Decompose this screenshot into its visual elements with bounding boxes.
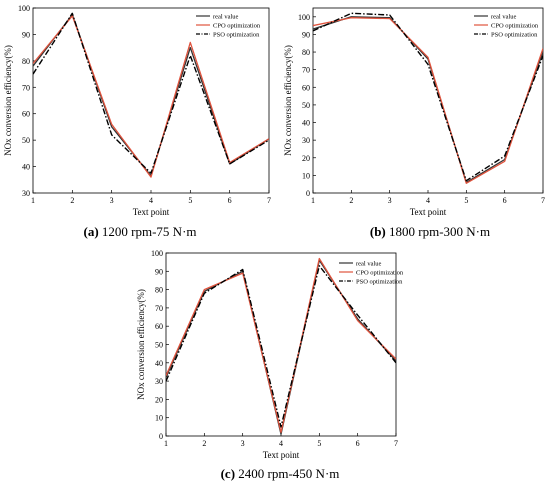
y-tick-label: 50 xyxy=(22,136,30,145)
panel-caption: (b) 1800 rpm-300 N·m xyxy=(370,224,490,239)
x-tick-label: 3 xyxy=(241,439,245,448)
x-tick-label: 1 xyxy=(164,439,168,448)
y-axis-label: NOx conversion efficiency(%) xyxy=(283,45,293,156)
x-tick-label: 3 xyxy=(388,196,392,205)
y-tick-label: 90 xyxy=(22,30,30,39)
y-tick-label: 50 xyxy=(302,101,310,110)
x-tick-label: 4 xyxy=(279,439,283,448)
y-tick-label: 60 xyxy=(155,322,163,331)
y-tick-label: 90 xyxy=(302,30,310,39)
y-tick-label: 70 xyxy=(155,304,163,313)
series-line-3 xyxy=(166,265,396,428)
y-tick-label: 40 xyxy=(22,163,30,172)
x-axis-label: Text point xyxy=(133,207,170,217)
y-tick-label: 80 xyxy=(155,286,163,295)
legend-label-1: real value xyxy=(356,261,382,268)
y-tick-label: 30 xyxy=(155,377,163,386)
series-line-3 xyxy=(313,12,543,182)
x-tick-label: 2 xyxy=(349,196,353,205)
y-tick-label: 100 xyxy=(298,13,310,22)
x-tick-label: 1 xyxy=(311,196,315,205)
y-tick-label: 0 xyxy=(306,189,310,198)
x-tick-label: 5 xyxy=(188,196,192,205)
y-tick-label: 20 xyxy=(302,154,310,163)
x-axis-label: Text point xyxy=(263,450,300,460)
y-tick-label: 90 xyxy=(155,267,163,276)
x-tick-label: 6 xyxy=(356,439,360,448)
series-line-3 xyxy=(33,12,269,174)
panel-caption: (a) 1200 rpm-75 N·m xyxy=(83,224,196,239)
y-tick-label: 100 xyxy=(18,4,30,13)
x-tick-label: 6 xyxy=(503,196,507,205)
x-axis-label: Text point xyxy=(410,207,447,217)
y-tick-label: 10 xyxy=(155,414,163,423)
caption-letter: (a) xyxy=(83,224,98,239)
chart-panel-1: 30 40 50 60 70 80 90 100 1 2 3 4 5 6 7 Text point NOx co… xyxy=(3,4,271,239)
y-axis-label: NOx conversion efficiency(%) xyxy=(136,289,146,400)
chart-panel-2: 0 10 20 30 40 50 60 70 80 90 100 1 2 3 4 5 6 7 Text point N… xyxy=(283,7,545,239)
series-line-2 xyxy=(313,17,543,184)
y-tick-label: 70 xyxy=(302,66,310,75)
series-line-1 xyxy=(33,13,269,177)
legend-label-1: real value xyxy=(491,14,517,21)
caption-text: 1200 rpm-75 N·m xyxy=(99,224,197,239)
y-tick-label: 30 xyxy=(22,189,30,198)
y-tick-label: 0 xyxy=(159,432,163,441)
x-tick-label: 2 xyxy=(202,439,206,448)
y-tick-label: 80 xyxy=(22,57,30,66)
caption-letter: (c) xyxy=(221,466,235,481)
legend-label-2: CPO optimization xyxy=(491,23,539,30)
x-tick-label: 7 xyxy=(267,196,271,205)
y-tick-label: 10 xyxy=(302,171,310,180)
y-tick-label: 40 xyxy=(302,119,310,128)
x-tick-label: 2 xyxy=(70,196,74,205)
caption-text: 2400 rpm-450 N·m xyxy=(235,466,339,481)
x-tick-label: 7 xyxy=(394,439,398,448)
legend-label-2: CPO optimization xyxy=(213,23,261,30)
y-tick-label: 30 xyxy=(302,136,310,145)
x-tick-label: 4 xyxy=(426,196,430,205)
y-tick-label: 80 xyxy=(302,48,310,57)
panel-caption: (c) 2400 rpm-450 N·m xyxy=(221,466,340,481)
y-tick-label: 60 xyxy=(22,110,30,119)
y-tick-label: 100 xyxy=(151,249,163,258)
x-tick-label: 4 xyxy=(149,196,153,205)
chart-panel-3: 0 10 20 30 40 50 60 70 80 90 100 1 2 3 4 5 6 7 Text point N… xyxy=(136,249,404,481)
y-axis-label: NOx conversion efficiency(%) xyxy=(3,45,13,156)
y-tick-label: 40 xyxy=(155,359,163,368)
legend-label-2: CPO optimization xyxy=(356,270,404,277)
legend-label-3: PSO optimization xyxy=(356,279,403,286)
legend-label-1: real value xyxy=(213,14,239,21)
series-line-1 xyxy=(313,16,543,184)
caption-letter: (b) xyxy=(370,224,386,239)
series-line-1 xyxy=(166,259,396,435)
caption-text: 1800 rpm-300 N·m xyxy=(386,224,490,239)
x-tick-label: 5 xyxy=(464,196,468,205)
x-tick-label: 1 xyxy=(31,196,35,205)
y-tick-label: 50 xyxy=(155,341,163,350)
legend-label-3: PSO optimization xyxy=(491,32,538,39)
y-tick-label: 70 xyxy=(22,83,30,92)
y-tick-label: 60 xyxy=(302,83,310,92)
series-line-2 xyxy=(166,257,396,433)
x-tick-label: 5 xyxy=(317,439,321,448)
x-tick-label: 7 xyxy=(541,196,545,205)
x-tick-label: 6 xyxy=(228,196,232,205)
series-line-2 xyxy=(33,15,269,178)
legend-label-3: PSO optimization xyxy=(213,32,260,39)
x-tick-label: 3 xyxy=(110,196,114,205)
y-tick-label: 20 xyxy=(155,395,163,404)
